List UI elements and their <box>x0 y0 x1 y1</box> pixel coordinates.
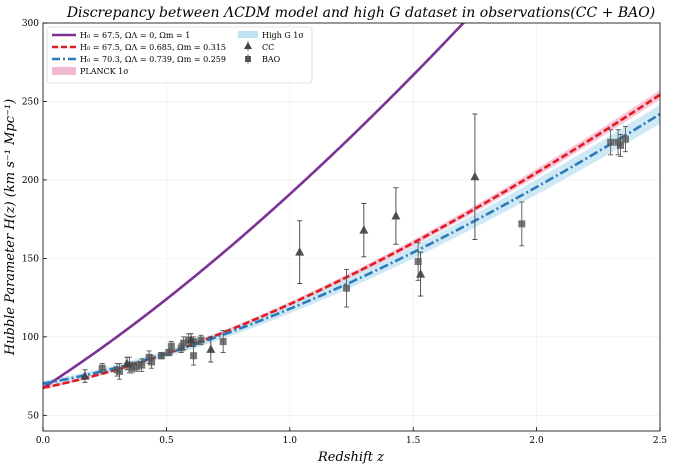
axis-ticks: 0.0 0.5 1.0 1.5 2.0 2.5 50 100 150 200 250 300 <box>22 19 668 446</box>
plot-frame <box>42 22 661 432</box>
bao-point <box>165 349 173 357</box>
legend-bao-marker <box>245 56 251 62</box>
y-tick-label: 200 <box>22 176 39 186</box>
bao-point <box>219 338 227 346</box>
bao-point <box>414 258 422 266</box>
bao-point <box>98 364 106 372</box>
bao-point <box>167 342 175 350</box>
cc-point <box>359 225 369 234</box>
y-tick-label: 250 <box>22 97 39 107</box>
bao-point <box>180 339 188 347</box>
cc-point <box>391 211 401 220</box>
x-tick-label: 2.0 <box>529 436 544 446</box>
chart-title: Discrepancy between ΛCDM model and high … <box>66 5 655 21</box>
cc-point <box>470 171 480 181</box>
x-tick-label: 1.0 <box>283 436 298 446</box>
x-tick-label: 0.5 <box>159 436 174 446</box>
legend-label-bao: BAO <box>262 55 281 64</box>
x-tick-label: 1.5 <box>406 436 421 446</box>
bao-point <box>343 284 351 292</box>
legend-swatch-highg-band <box>238 31 258 38</box>
legend: H₀ = 67.5, ΩΛ = 0, Ωm = 1 H₀ = 67.5, ΩΛ … <box>46 26 313 84</box>
cc-point <box>186 334 196 344</box>
legend-label-cc: CC <box>262 43 274 52</box>
y-axis-title: Hubble Parameter H(z) (km s⁻¹ Mpc⁻¹) <box>3 99 18 356</box>
bao-point <box>197 336 205 344</box>
bao-point <box>116 367 124 375</box>
bao-point <box>128 364 136 372</box>
bao-point <box>177 344 185 352</box>
model-curve-0 <box>43 23 466 389</box>
y-tick-label: 150 <box>22 254 39 264</box>
bao-point <box>148 358 156 366</box>
highg-band <box>43 104 660 387</box>
bao-point <box>157 352 165 360</box>
legend-label-planck-band: PLANCK 1σ <box>80 67 129 76</box>
error-bars <box>82 113 628 383</box>
bao-point <box>133 363 141 371</box>
legend-box <box>46 26 313 84</box>
bao-point <box>617 141 625 149</box>
bao-point <box>138 361 146 369</box>
x-tick-label: 2.5 <box>653 436 668 446</box>
bao-point <box>518 220 526 228</box>
bao-point <box>190 352 198 360</box>
legend-cc-marker <box>244 42 252 49</box>
bao-point <box>607 138 615 146</box>
cc-point <box>206 344 216 353</box>
cc-point <box>416 269 426 278</box>
legend-label-series-2: H₀ = 70.3, ΩΛ = 0.739, Ωm = 0.259 <box>80 55 226 64</box>
legend-swatch-planck-band <box>52 67 76 75</box>
model-curve-1 <box>43 93 660 390</box>
cc-point <box>80 371 90 380</box>
data-markers <box>80 135 629 380</box>
legend-label-highg-band: High G 1σ <box>262 31 304 40</box>
bao-point <box>145 353 153 361</box>
cc-point <box>295 247 305 256</box>
x-axis-title: Redshift z <box>317 450 384 465</box>
x-tick-label: 0.0 <box>36 436 51 446</box>
y-tick-label: 100 <box>22 333 39 343</box>
cc-point <box>122 358 132 368</box>
bao-point <box>621 135 629 143</box>
y-tick-label: 50 <box>28 411 40 421</box>
legend-label-series-0: H₀ = 67.5, ΩΛ = 0, Ωm = 1 <box>80 31 190 40</box>
y-tick-label: 300 <box>22 19 39 29</box>
legend-label-series-1: H₀ = 67.5, ΩΛ = 0.685, Ωm = 0.315 <box>80 43 226 52</box>
